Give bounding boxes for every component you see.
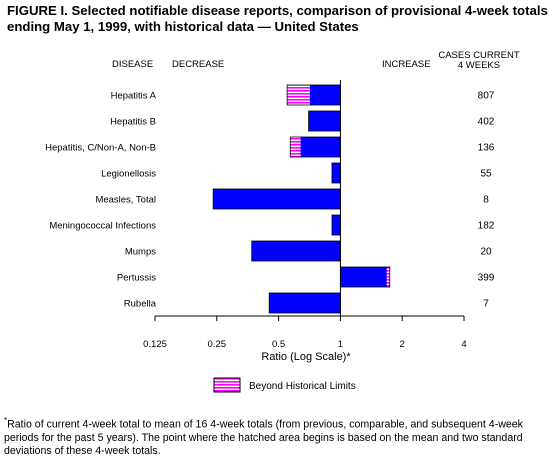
ratio-bar (340, 267, 390, 287)
x-tick-label: 2 (400, 339, 405, 350)
x-tick-label: 4 (461, 339, 466, 350)
x-axis: 0.125 0.25 0.5 1 2 4 (143, 80, 467, 350)
legend-label: Beyond Historical Limits (249, 381, 356, 392)
disease-label: Hepatitis, C/Non-A, Non-B (45, 143, 156, 154)
beyond-limits-hatch (386, 267, 390, 287)
increase-header: INCREASE (382, 59, 431, 70)
legend-hatch-swatch (213, 377, 241, 393)
x-tick-label: 0.125 (143, 339, 167, 350)
footnote-text: Ratio of current 4-week total to mean of… (4, 418, 523, 457)
footnote: *Ratio of current 4-week total to mean o… (4, 414, 552, 458)
cases-value: 402 (478, 117, 495, 128)
cases-value: 55 (480, 169, 492, 180)
ratio-bar (251, 241, 341, 261)
ratio-bar (213, 189, 341, 209)
disease-label: Rubella (124, 299, 157, 310)
cases-column-header-line-2: 4 WEEKS (458, 60, 500, 71)
disease-label: Hepatitis A (111, 91, 157, 102)
disease-label: Pertussis (117, 273, 156, 284)
ratio-bar (269, 293, 341, 313)
cases-value: 8 (483, 195, 489, 206)
disease-column-header: DISEASE (112, 59, 153, 70)
x-axis-label: Ratio (Log Scale)* (261, 351, 351, 363)
ratio-bar (308, 111, 341, 131)
figure-title-line-2: ending May 1, 1999, with historical data… (7, 19, 359, 34)
disease-label: Hepatitis B (110, 117, 156, 128)
x-tick-label: 0.25 (208, 339, 227, 350)
disease-label: Meningococcal Infections (49, 221, 156, 232)
ratio-bar-chart: DISEASE DECREASE INCREASE CASES CURRENT … (45, 50, 520, 393)
legend: Beyond Historical Limits (213, 377, 356, 393)
cases-value: 182 (478, 221, 495, 232)
cases-column-header-line-1: CASES CURRENT (438, 50, 519, 61)
figure-title: FIGURE I. Selected notifiable disease re… (7, 3, 552, 35)
disease-label: Mumps (125, 247, 156, 258)
ratio-bar (290, 137, 341, 157)
ratio-bar (331, 215, 341, 235)
beyond-limits-hatch (290, 137, 301, 157)
decrease-header: DECREASE (172, 59, 224, 70)
cases-value: 399 (478, 273, 495, 284)
x-tick-label: 0.5 (272, 339, 285, 350)
beyond-limits-hatch (287, 85, 310, 105)
cases-value: 807 (478, 91, 495, 102)
disease-label: Measles, Total (95, 195, 156, 206)
cases-value: 136 (478, 143, 495, 154)
figure-title-line-1: FIGURE I. Selected notifiable disease re… (7, 3, 548, 18)
disease-label: Legionellosis (101, 169, 156, 180)
x-tick-label: 1 (338, 339, 343, 350)
ratio-bar (331, 163, 341, 183)
cases-value: 20 (480, 247, 492, 258)
chart-rows: Hepatitis A 807 Hepatitis B 402 Hepatitis, C… (45, 84, 495, 314)
footnote-mark: * (4, 416, 8, 425)
cases-value: 7 (483, 299, 489, 310)
